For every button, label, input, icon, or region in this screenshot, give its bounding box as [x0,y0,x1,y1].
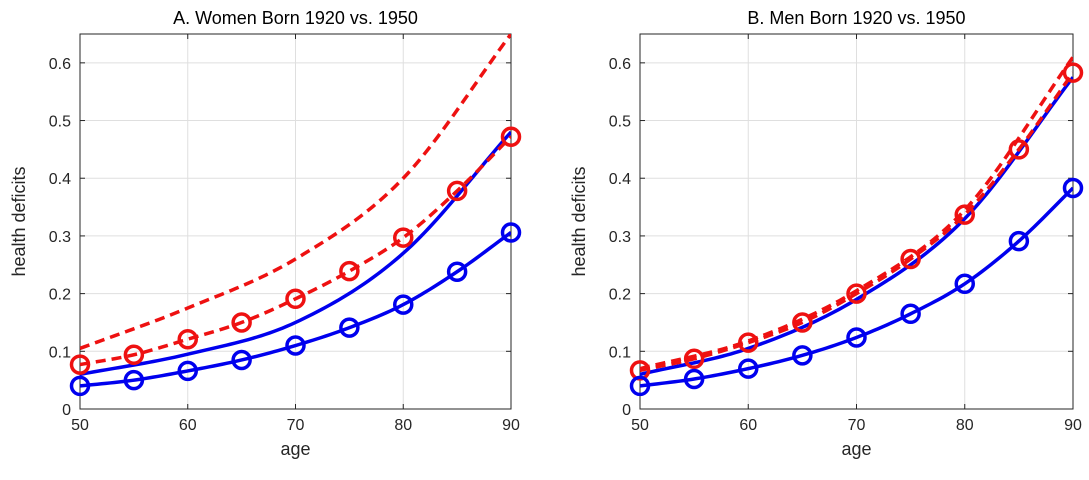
data-point-marker [339,317,360,338]
x-tick-label: 90 [502,417,520,434]
data-point-marker [500,126,522,147]
series-line-red-dashed [80,34,511,351]
chart-title: B. Men Born 1920 vs. 1950 [747,8,965,28]
x-tick-label: 70 [848,417,866,434]
x-tick-label: 50 [71,417,89,434]
data-point-marker [285,335,306,356]
y-tick-label: 0.4 [49,171,71,188]
data-point-marker [954,204,975,225]
y-tick-label: 0.5 [609,114,631,131]
data-point-marker [846,327,867,348]
x-axis-label: age [280,439,310,459]
data-point-marker [69,375,91,397]
panel-b: 50 60 70 80 90 0 0.1 0.2 0.3 0.4 0.5 0.6 B. Men Born… [569,8,1084,459]
series-line-blue-solid [640,186,1073,388]
series-line-red-dashed [640,71,1073,373]
data-point-marker [500,222,522,243]
data-point-marker [792,312,813,333]
y-tick-label: 0.2 [49,287,71,304]
series-group [80,34,511,388]
data-point-marker [123,369,145,391]
x-tick-label: 60 [179,417,197,434]
y-tick-label: 0.3 [49,229,71,246]
y-axis-label: health deficits [569,166,589,276]
y-tick-label: 0.6 [49,56,71,73]
series-line-red-dashed [80,135,511,367]
data-point-marker [123,344,145,366]
y-tick-label: 0 [62,402,71,419]
y-tick-label: 0.2 [609,287,631,304]
x-tick-label: 80 [394,417,412,434]
data-point-marker [177,360,198,382]
y-tick-label: 0.5 [49,114,71,131]
series-group [640,56,1073,388]
x-tick-label: 70 [287,417,305,434]
data-point-marker [900,248,921,270]
panel-a: 50 60 70 80 90 0 0.1 0.2 0.3 0.4 0.5 0.6 A. Women Bo… [9,8,522,459]
data-point-marker [231,312,252,333]
chart-title: A. Women Born 1920 vs. 1950 [173,8,418,28]
y-tick-label: 0.4 [609,171,631,188]
x-tick-label: 90 [1064,417,1082,434]
series-line-red-dashed [640,56,1073,371]
y-axis-label: health deficits [9,166,29,276]
data-point-marker [683,368,705,390]
data-point-marker [393,294,414,315]
data-point-marker [339,260,360,282]
data-point-marker [446,180,468,202]
data-point-marker [1008,230,1030,252]
x-tick-label: 80 [956,417,974,434]
data-point-marker [231,349,252,371]
data-point-marker [1062,177,1084,199]
y-tick-label: 0.3 [609,229,631,246]
x-axis-label: age [841,439,871,459]
data-point-marker [900,303,921,325]
y-tick-label: 0.1 [49,344,71,361]
data-point-marker [1008,139,1030,160]
data-point-marker [446,261,468,282]
y-tick-label: 0 [622,402,631,419]
data-point-marker [738,332,759,353]
data-point-marker [69,354,91,375]
data-point-marker [792,345,813,366]
data-point-marker [738,358,759,379]
data-point-marker [846,283,867,304]
y-tick-label: 0.1 [609,344,631,361]
data-point-marker [1062,62,1084,83]
series-line-blue-solid [80,130,511,377]
data-point-marker [954,273,975,295]
series-line-blue-solid [80,231,511,388]
series-line-blue-solid [640,76,1073,377]
x-tick-label: 50 [631,417,649,434]
data-point-marker [629,375,651,397]
x-tick-label: 60 [739,417,757,434]
data-point-marker [683,348,705,370]
data-point-marker [177,328,198,350]
data-point-marker [393,227,414,248]
y-tick-label: 0.6 [609,56,631,73]
data-point-marker [285,288,306,310]
